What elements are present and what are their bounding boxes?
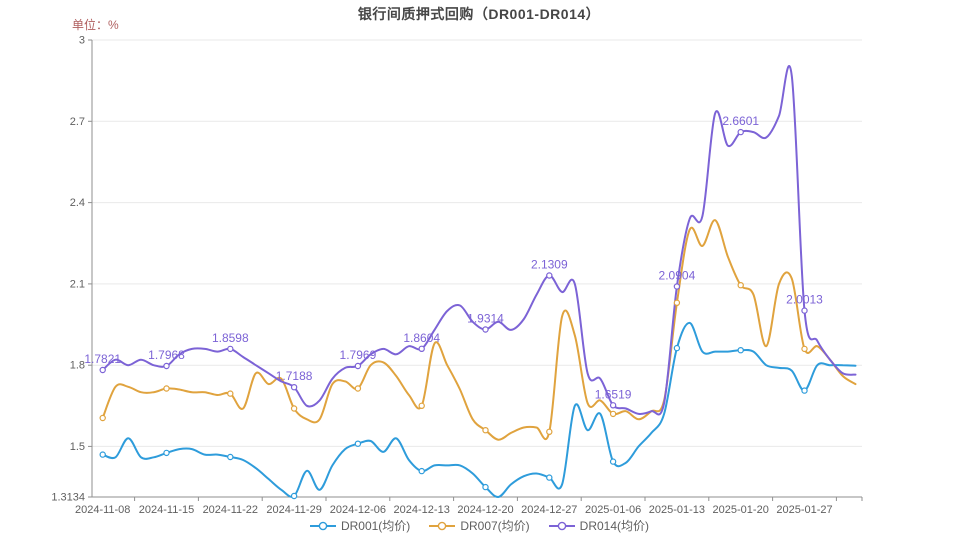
y-axis-label: 1.5 — [70, 441, 85, 453]
data-point-marker[interactable] — [673, 344, 681, 352]
annotation-label: 2.0013 — [786, 293, 823, 307]
data-point-marker[interactable] — [609, 458, 617, 465]
data-point-marker[interactable] — [801, 307, 808, 314]
legend-label-dr014: DR014(均价) — [579, 519, 650, 533]
legend-label-dr007: DR007(均价) — [460, 519, 530, 533]
data-point-marker[interactable] — [546, 428, 553, 435]
annotation-label: 1.6519 — [595, 387, 632, 401]
legend-item-dr001[interactable]: DR001(均价) — [309, 517, 410, 534]
data-point-marker[interactable] — [418, 402, 425, 409]
x-axis-label: 2024-11-22 — [203, 504, 258, 516]
data-point-marker[interactable] — [99, 451, 106, 458]
data-point-marker[interactable] — [673, 299, 681, 306]
data-point-marker[interactable] — [354, 362, 362, 370]
data-point-marker[interactable] — [673, 283, 681, 290]
data-point-marker[interactable] — [546, 272, 553, 279]
data-point-marker[interactable] — [801, 387, 808, 394]
data-point-marker[interactable] — [227, 345, 234, 353]
y-axis-label: 2.7 — [70, 116, 85, 128]
data-point-marker[interactable] — [482, 483, 489, 491]
chart-legend: DR001(均价) DR007(均价) DR014(均价) — [0, 517, 958, 534]
data-point-marker[interactable] — [354, 385, 362, 392]
annotation-label: 2.6601 — [722, 114, 759, 128]
data-point-marker[interactable] — [163, 385, 170, 392]
data-point-marker[interactable] — [418, 345, 425, 352]
annotation-label: 1.7968 — [148, 348, 185, 362]
x-axis-label: 2025-01-20 — [713, 504, 769, 516]
annotation-label: 2.1309 — [531, 258, 568, 272]
data-point-marker[interactable] — [227, 390, 234, 397]
data-point-marker[interactable] — [482, 326, 489, 333]
legend-line-marker-icon — [548, 521, 575, 530]
x-axis-label: 2024-11-15 — [139, 504, 194, 516]
data-point-marker[interactable] — [609, 410, 617, 418]
data-point-marker[interactable] — [290, 405, 298, 412]
data-point-marker[interactable] — [418, 467, 425, 475]
x-axis-label: 2025-01-06 — [585, 504, 641, 516]
legend-item-dr007[interactable]: DR007(均价) — [428, 517, 530, 534]
data-point-marker[interactable] — [290, 384, 298, 391]
annotation-label: 1.9314 — [467, 312, 504, 326]
y-axis-label: 1.8 — [70, 360, 85, 372]
data-point-marker[interactable] — [737, 347, 744, 354]
y-axis-label: 2.4 — [70, 197, 85, 209]
data-point-marker[interactable] — [290, 492, 298, 500]
annotation-label: 2.0904 — [659, 269, 696, 283]
legend-label-dr001: DR001(均价) — [340, 519, 411, 533]
x-axis-label: 2024-12-06 — [330, 504, 386, 516]
x-axis-label: 2024-11-29 — [266, 504, 321, 516]
annotation-label: 1.7821 — [84, 352, 121, 366]
data-point-marker[interactable] — [163, 362, 170, 370]
x-axis-label: 2024-12-13 — [394, 504, 450, 516]
legend-line-marker-icon — [429, 521, 456, 530]
data-point-marker[interactable] — [546, 474, 553, 481]
y-axis-label: 3 — [79, 35, 85, 47]
chart-title: 银行间质押式回购（DR001-DR014） — [357, 6, 601, 22]
legend-item-dr014[interactable]: DR014(均价) — [548, 517, 649, 534]
data-point-marker[interactable] — [609, 402, 617, 409]
legend-line-marker-icon — [309, 521, 336, 530]
y-axis-label: 1.3134 — [51, 492, 85, 504]
unit-label: 单位：% — [72, 18, 119, 32]
x-axis-label: 2024-12-20 — [457, 504, 513, 516]
x-axis-label: 2024-11-08 — [75, 504, 130, 516]
data-point-marker[interactable] — [99, 414, 106, 422]
y-axis-label: 2.1 — [70, 278, 85, 290]
annotation-label: 1.7969 — [340, 348, 377, 362]
annotation-label: 1.7188 — [276, 369, 313, 383]
data-point-marker[interactable] — [163, 449, 170, 457]
x-axis-label: 2025-01-27 — [776, 504, 832, 516]
annotation-label: 1.8598 — [212, 331, 249, 345]
annotation-label: 1.8604 — [403, 331, 440, 345]
data-point-marker[interactable] — [99, 366, 106, 374]
data-point-marker[interactable] — [354, 440, 362, 447]
data-point-marker[interactable] — [801, 345, 808, 353]
data-point-marker[interactable] — [482, 427, 489, 434]
data-point-marker[interactable] — [227, 453, 234, 461]
x-axis-label: 2024-12-27 — [521, 504, 577, 516]
data-point-marker[interactable] — [737, 282, 744, 289]
data-point-marker[interactable] — [737, 128, 744, 136]
x-axis-label: 2025-01-13 — [649, 504, 705, 516]
